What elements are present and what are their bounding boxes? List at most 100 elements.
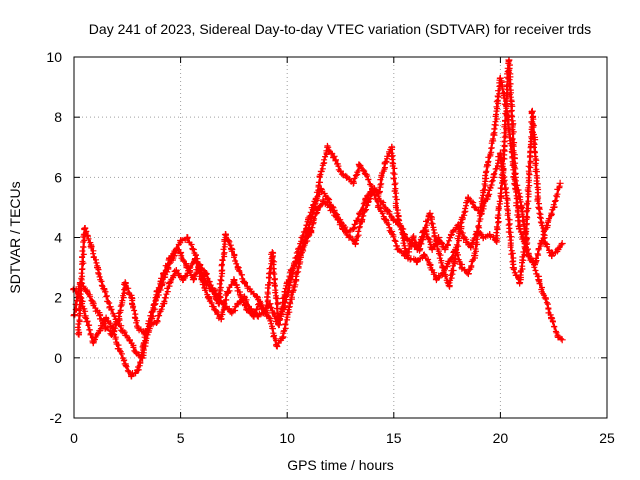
data-point — [217, 276, 224, 283]
data-point — [496, 198, 503, 205]
data-point-value — [96, 327, 104, 335]
data-point — [368, 190, 375, 197]
data-point-value — [403, 252, 411, 259]
data-point-value — [228, 309, 236, 317]
data-point — [448, 275, 455, 282]
data-point — [287, 299, 293, 306]
data-point — [332, 157, 339, 164]
data-point-value — [204, 294, 212, 302]
data-point-value — [281, 288, 289, 296]
data-point-value — [381, 158, 389, 166]
data-point-value — [511, 173, 519, 181]
data-point — [499, 86, 506, 92]
data-point — [315, 179, 322, 186]
data-point — [321, 156, 328, 163]
data-point — [123, 363, 130, 370]
data-point — [355, 228, 362, 235]
data-point — [495, 203, 502, 210]
data-point-value — [548, 252, 556, 259]
data-point — [430, 226, 437, 233]
data-point — [165, 261, 172, 268]
data-point-value — [247, 288, 255, 296]
data-point — [470, 199, 477, 206]
data-point-value — [556, 179, 564, 187]
data-point — [453, 241, 460, 248]
data-point-value — [516, 279, 524, 287]
data-point-value — [83, 288, 91, 296]
data-point — [506, 225, 513, 232]
data-point-value — [362, 170, 370, 178]
y-axis-label: SDTVAR / TECUs — [7, 181, 23, 293]
data-point — [533, 255, 539, 262]
data-point-value — [518, 203, 526, 211]
data-point — [231, 254, 237, 261]
data-point — [481, 186, 488, 193]
data-point-value — [189, 246, 197, 253]
data-point — [364, 202, 371, 209]
data-point-value — [550, 203, 558, 211]
data-point — [103, 293, 110, 300]
data-point-value — [490, 173, 498, 181]
data-point-value — [253, 294, 261, 302]
data-point-value — [548, 315, 556, 323]
data-point — [175, 272, 182, 278]
data-point — [507, 229, 514, 236]
data-point-value — [473, 228, 481, 235]
plot-area — [70, 56, 566, 380]
data-point — [530, 124, 537, 131]
data-point-value — [484, 191, 492, 199]
data-point — [391, 165, 398, 172]
y-tick-label: 10 — [46, 49, 62, 65]
data-point-value — [294, 255, 302, 263]
data-point — [225, 237, 232, 244]
data-point-value — [108, 330, 116, 338]
data-point-value — [396, 222, 404, 229]
data-point-value — [332, 212, 340, 220]
data-point-value — [160, 300, 167, 308]
data-point-value — [558, 240, 566, 247]
data-point-value — [198, 276, 206, 284]
data-point-value — [479, 234, 487, 241]
data-point — [357, 163, 364, 169]
data-point-value — [339, 225, 347, 232]
data-point — [112, 336, 119, 342]
data-point — [497, 185, 504, 192]
y-tick-label: 6 — [54, 169, 62, 185]
data-point-value — [415, 246, 423, 253]
data-point — [117, 303, 124, 310]
data-point-value — [313, 206, 321, 214]
data-point — [472, 246, 479, 252]
data-point-value — [217, 315, 225, 323]
data-point — [130, 304, 136, 311]
data-point — [520, 257, 527, 264]
data-point-value — [435, 234, 443, 241]
data-point-value — [249, 312, 257, 320]
data-point — [102, 288, 108, 295]
data-point — [488, 178, 495, 185]
data-point — [233, 281, 240, 288]
data-point-value — [426, 261, 434, 269]
data-point — [493, 229, 500, 236]
data-point-value — [509, 264, 517, 272]
data-point — [271, 332, 278, 339]
data-point — [82, 314, 89, 321]
data-point — [507, 244, 514, 251]
data-point-value — [89, 339, 97, 347]
data-point — [548, 210, 555, 217]
data-point — [104, 298, 111, 305]
data-point-value — [177, 249, 185, 256]
data-point — [216, 280, 223, 287]
y-tick-label: 0 — [54, 350, 62, 366]
data-point — [377, 181, 384, 188]
data-point — [393, 190, 400, 197]
data-point — [362, 207, 368, 214]
data-point-value — [119, 327, 127, 335]
data-point — [446, 237, 453, 244]
series-trace-c — [70, 56, 564, 338]
x-tick-label: 15 — [386, 430, 402, 446]
data-point — [295, 263, 302, 270]
data-point-value — [358, 216, 366, 223]
data-point — [482, 172, 489, 179]
data-point-value — [371, 185, 379, 193]
data-point — [219, 256, 226, 263]
